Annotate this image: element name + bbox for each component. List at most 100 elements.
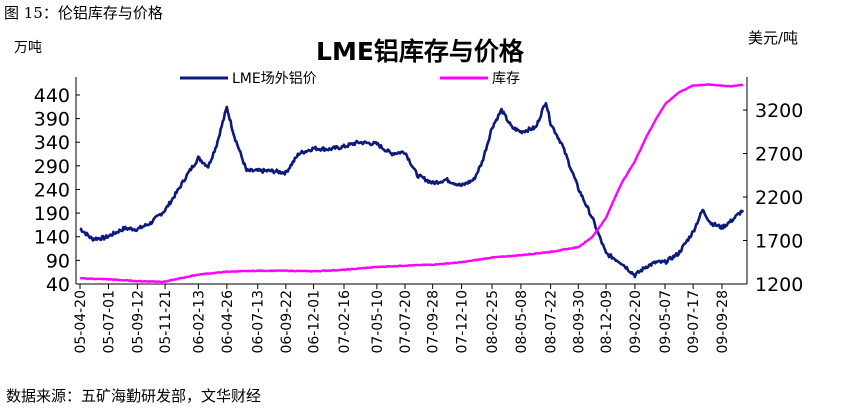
x-tick-label: 08-02-25 bbox=[485, 290, 501, 354]
x-tick-label: 06-12-01 bbox=[307, 290, 323, 354]
left-tick-label: 140 bbox=[34, 227, 70, 249]
series-layer bbox=[79, 83, 745, 284]
price-point bbox=[124, 228, 125, 229]
price-point bbox=[208, 166, 209, 167]
stock-point bbox=[578, 247, 579, 248]
figure-source: 数据来源：五矿海勤研发部，文华财经 bbox=[6, 387, 262, 405]
left-tick-label: 340 bbox=[34, 132, 70, 154]
price-point bbox=[656, 262, 657, 263]
stock-point bbox=[520, 255, 521, 256]
stock-point bbox=[432, 264, 433, 265]
price-point bbox=[620, 262, 621, 263]
price-point bbox=[702, 210, 703, 211]
x-axis-ticks: 05-04-20 05-07-01 05-09-12 05-11-21 06-02-13… bbox=[73, 284, 731, 354]
x-tick-label: 06-02-13 bbox=[191, 290, 207, 354]
price-point bbox=[91, 238, 92, 239]
x-tick-label: 08-05-08 bbox=[514, 290, 530, 354]
right-tick-label: 3200 bbox=[755, 100, 803, 122]
price-point bbox=[432, 183, 433, 184]
stock-point bbox=[79, 278, 80, 279]
price-point bbox=[417, 175, 418, 176]
price-point bbox=[79, 228, 80, 229]
stock-series-line bbox=[79, 83, 744, 284]
price-point bbox=[605, 253, 606, 254]
x-tick-label: 09-05-07 bbox=[658, 290, 674, 354]
price-point bbox=[285, 172, 286, 173]
left-tick-label: 440 bbox=[34, 85, 70, 107]
x-tick-label: 06-09-22 bbox=[279, 290, 295, 354]
stock-point bbox=[461, 262, 462, 263]
stock-point bbox=[198, 274, 199, 275]
stock-point bbox=[108, 279, 109, 280]
x-tick-label: 09-07-17 bbox=[686, 290, 702, 354]
price-point bbox=[176, 192, 177, 193]
stock-point bbox=[721, 85, 722, 86]
x-tick-label: 07-07-20 bbox=[398, 290, 414, 354]
stock-point bbox=[257, 270, 258, 271]
stock-point bbox=[592, 236, 593, 237]
stock-point bbox=[285, 270, 286, 271]
x-tick-label: 07-02-16 bbox=[337, 290, 353, 354]
price-point bbox=[562, 144, 563, 145]
price-point bbox=[511, 127, 512, 128]
price-point bbox=[137, 229, 138, 230]
stock-point bbox=[137, 281, 138, 282]
price-point bbox=[198, 157, 199, 158]
x-tick-label: 05-04-20 bbox=[73, 290, 89, 354]
axes bbox=[75, 77, 748, 285]
x-tick-label: 05-07-01 bbox=[101, 290, 117, 354]
price-point bbox=[234, 136, 235, 137]
price-point bbox=[501, 110, 502, 111]
x-tick-label: 06-04-26 bbox=[220, 290, 236, 354]
x-tick-label: 07-05-10 bbox=[370, 290, 386, 354]
price-point bbox=[461, 185, 462, 186]
stock-point bbox=[343, 269, 344, 270]
x-tick-label: 08-09-30 bbox=[571, 290, 587, 354]
price-point bbox=[730, 221, 731, 222]
stock-point bbox=[165, 281, 166, 282]
price-point bbox=[391, 153, 392, 154]
x-tick-label: 08-07-22 bbox=[544, 290, 560, 354]
stock-point bbox=[605, 217, 606, 218]
price-point bbox=[270, 170, 271, 171]
left-tick-label: 190 bbox=[34, 203, 70, 225]
price-point bbox=[358, 142, 359, 143]
price-point bbox=[216, 144, 217, 145]
stock-point bbox=[550, 251, 551, 252]
stock-point bbox=[656, 118, 657, 119]
stock-point bbox=[645, 137, 646, 138]
price-point bbox=[634, 275, 635, 276]
price-point bbox=[404, 151, 405, 152]
right-tick-label: 1200 bbox=[755, 274, 803, 296]
price-point bbox=[343, 146, 344, 147]
stock-point bbox=[706, 84, 707, 85]
right-tick-label: 2200 bbox=[755, 187, 803, 209]
x-tick-label: 08-12-09 bbox=[599, 290, 615, 354]
price-point bbox=[491, 127, 492, 128]
price-point bbox=[473, 179, 474, 180]
price-point bbox=[104, 237, 105, 238]
stock-point bbox=[620, 184, 621, 185]
x-tick-label: 07-12-10 bbox=[455, 290, 471, 354]
price-point bbox=[446, 179, 447, 180]
price-point bbox=[550, 123, 551, 124]
price-point bbox=[578, 188, 579, 189]
price-point bbox=[664, 262, 665, 263]
stock-point bbox=[693, 85, 694, 86]
price-point bbox=[165, 210, 166, 211]
price-point bbox=[257, 170, 258, 171]
price-point bbox=[298, 153, 299, 154]
stock-point bbox=[313, 271, 314, 272]
price-point bbox=[376, 143, 377, 144]
price-point bbox=[678, 253, 679, 254]
x-tick-label: 05-09-12 bbox=[130, 290, 146, 354]
stock-point bbox=[226, 271, 227, 272]
stock-point bbox=[730, 86, 731, 87]
price-point bbox=[645, 266, 646, 267]
left-tick-label: 240 bbox=[34, 179, 70, 201]
x-tick-label: 06-07-13 bbox=[251, 290, 267, 354]
left-tick-label: 40 bbox=[46, 274, 70, 296]
right-tick-label: 1700 bbox=[755, 231, 803, 253]
x-tick-label: 09-02-20 bbox=[628, 290, 644, 354]
